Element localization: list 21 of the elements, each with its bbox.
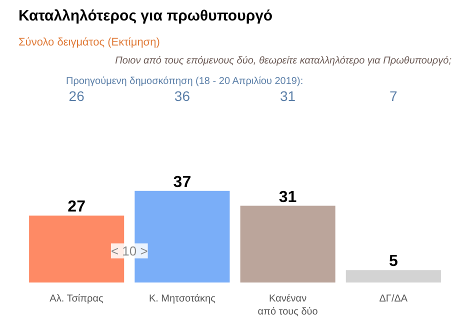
x-tick-label: Κ. Μητσοτάκης: [148, 294, 216, 304]
bar: [240, 206, 336, 282]
text: 36: [174, 88, 190, 104]
x-tick-label: ΔΓ/ΔΑ: [379, 294, 408, 304]
text: 31: [280, 88, 296, 104]
bar: [29, 216, 124, 282]
x-tick-label: Κανέναν από τους δύο: [258, 294, 318, 318]
data-label: 27: [68, 198, 86, 216]
text: 26: [68, 88, 85, 104]
data-label: 5: [388, 253, 398, 270]
annotation: < 10 >: [110, 243, 148, 258]
bar: [134, 190, 230, 282]
bar: [346, 270, 441, 282]
text: 7: [390, 88, 398, 104]
data-label: 37: [173, 174, 192, 191]
text: Προηγούμενη δημοσκόπηση (18 - 20 Απριλίου 2019):: [66, 76, 304, 87]
data-label: 31: [278, 188, 297, 206]
chart-subtitle: Σύνολο δειγμάτος (Εκτίμηση): [18, 36, 160, 48]
text: Ποιον από τους επόμενους δύο, θεωρείτε καταλληλότερο για Πρωθυπουργό;: [115, 56, 452, 66]
chart-title: Καταλληλότερος για πρωθυπουργό: [18, 8, 273, 24]
x-tick-label: Αλ. Τσίπρας: [50, 294, 104, 304]
